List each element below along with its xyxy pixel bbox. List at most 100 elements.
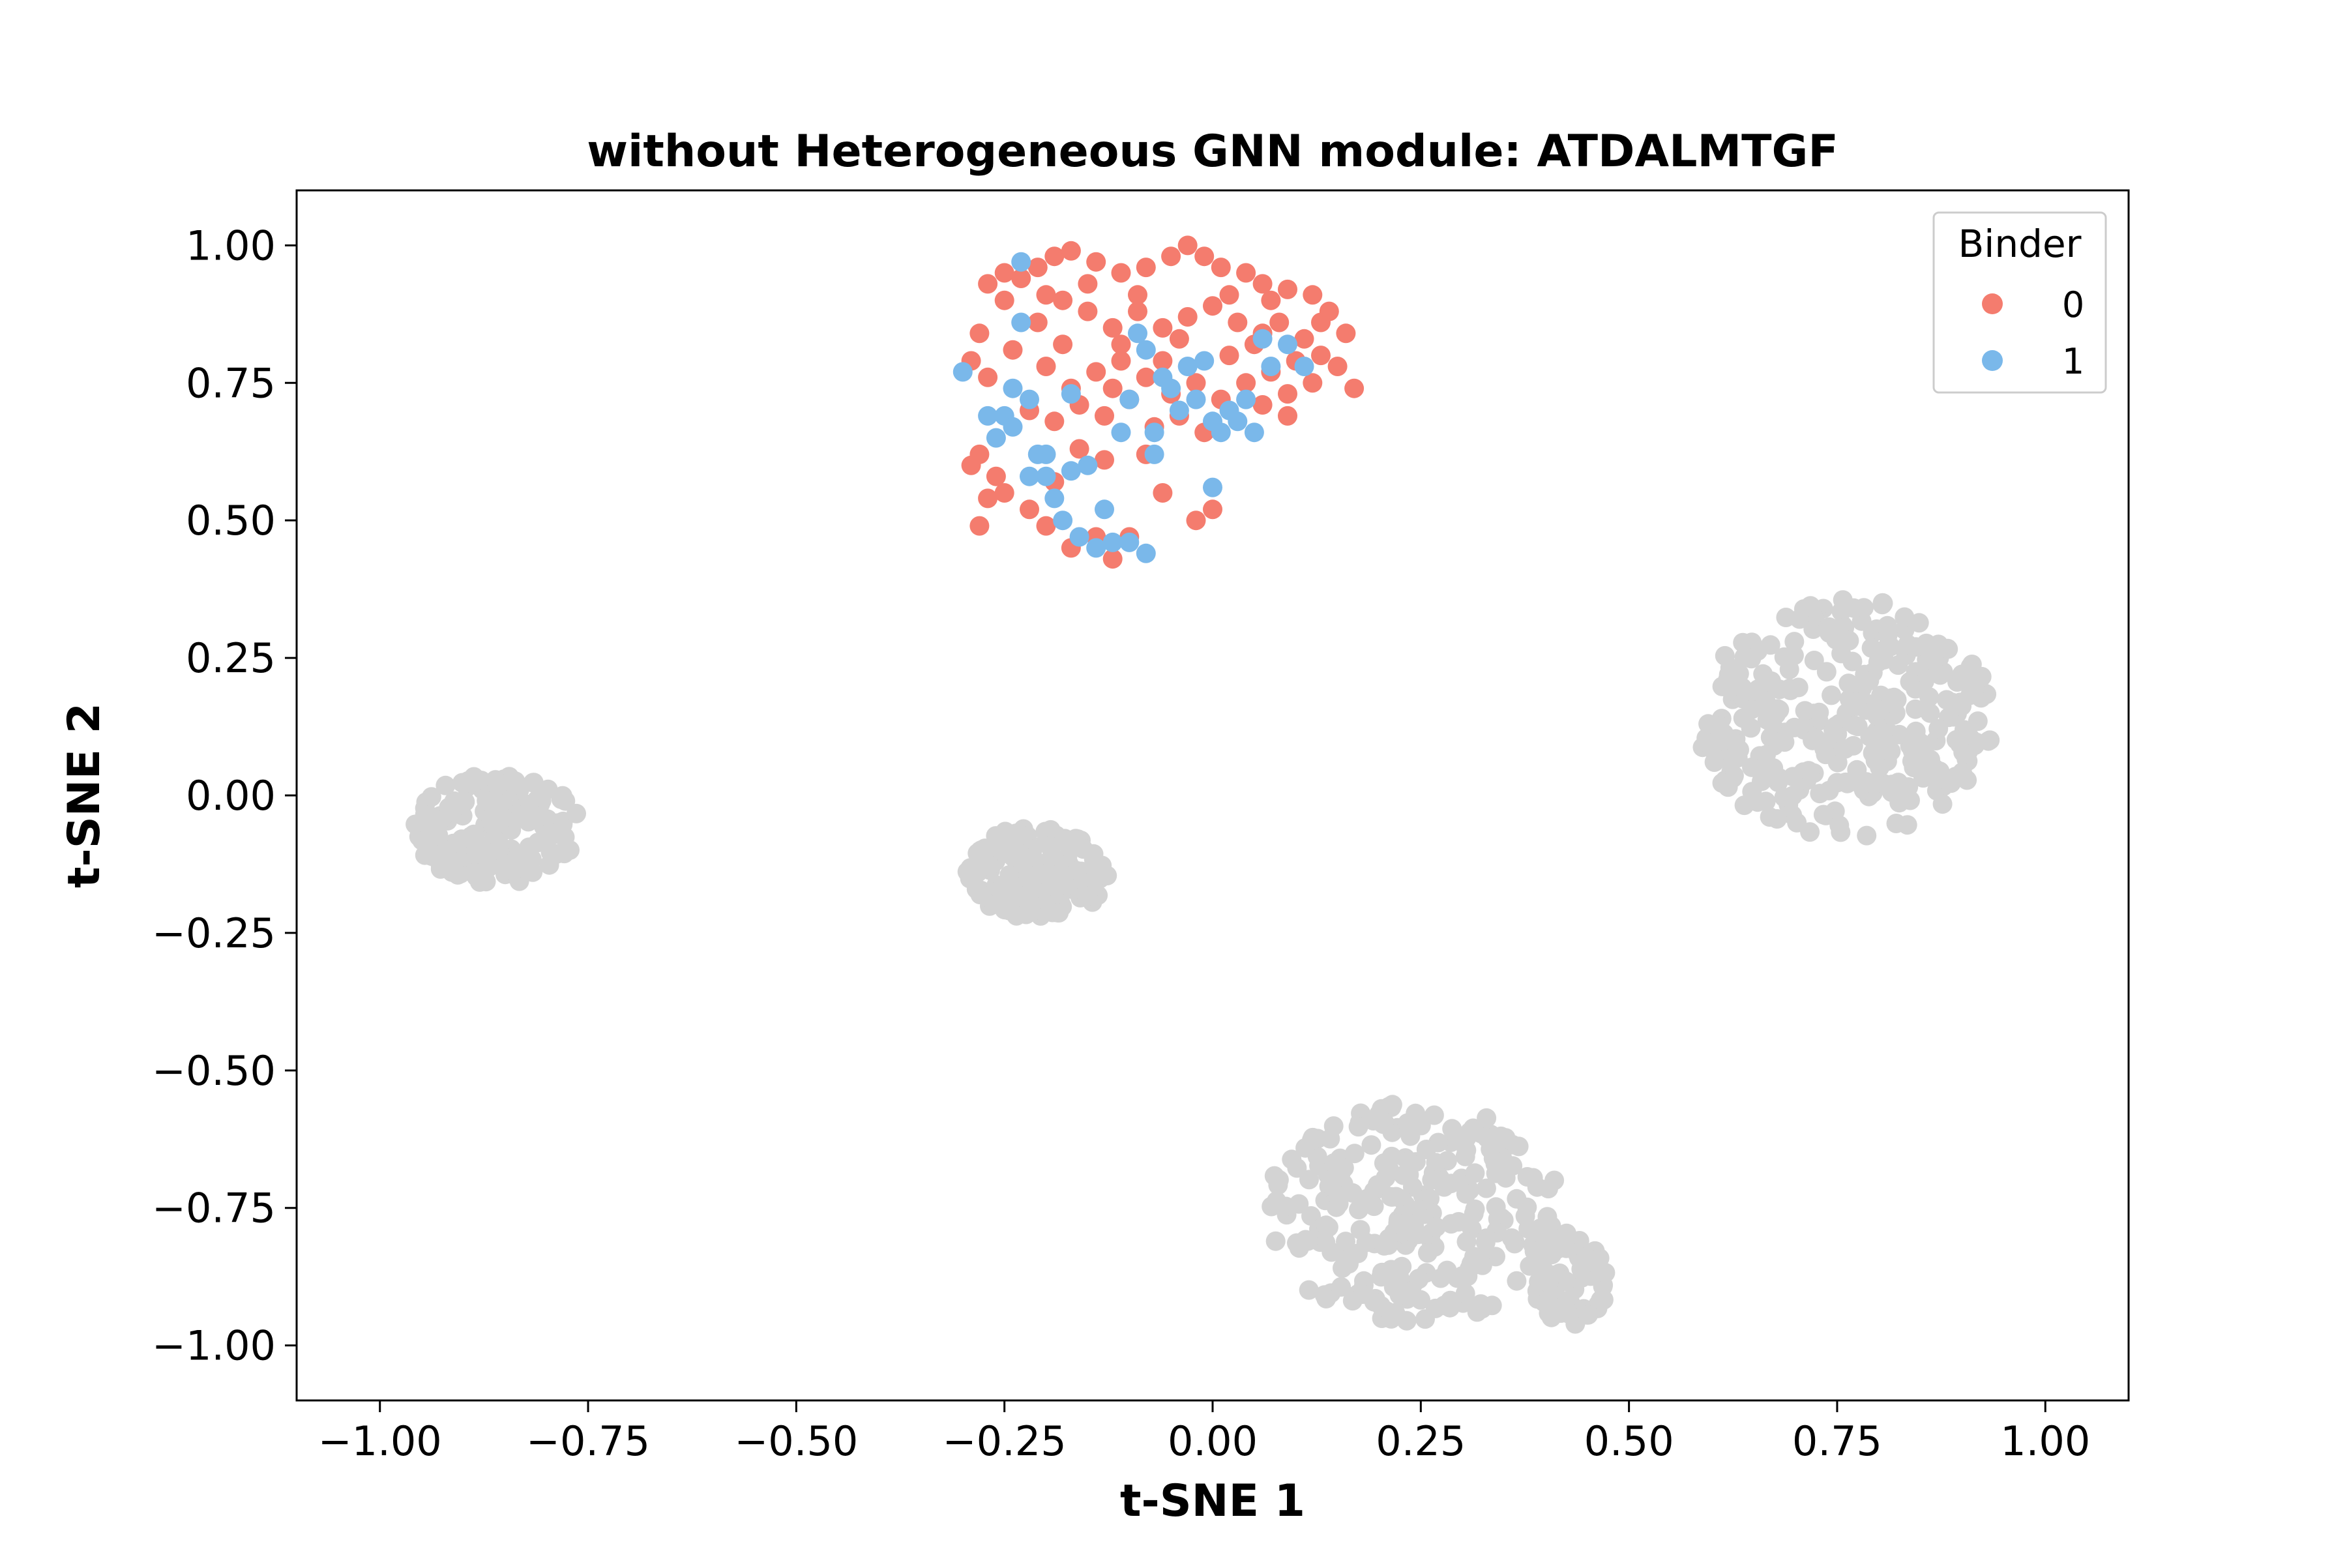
unlabeled-point: [477, 791, 497, 811]
x-tick-label: 0.25: [1376, 1417, 1466, 1465]
binder-1-point: [1102, 532, 1123, 552]
binder-0-point: [1136, 367, 1156, 387]
unlabeled-point: [1422, 1170, 1442, 1190]
binder-0-point: [1153, 483, 1173, 503]
binder-0-point: [1186, 510, 1206, 531]
binder-0-point: [1203, 296, 1222, 316]
binder-1-point: [1252, 329, 1273, 349]
unlabeled-point: [1007, 906, 1027, 926]
binder-0-point: [1252, 395, 1273, 415]
binder-0-point: [986, 466, 1006, 486]
unlabeled-point: [1813, 805, 1833, 825]
unlabeled-point: [1542, 1245, 1562, 1265]
y-tick-label: 0.25: [186, 634, 276, 682]
unlabeled-point: [1769, 767, 1789, 788]
unlabeled-point: [1321, 1176, 1342, 1196]
unlabeled-point: [1810, 784, 1830, 804]
unlabeled-point: [1316, 1215, 1336, 1235]
unlabeled-point: [1083, 870, 1103, 891]
binder-0-point: [1327, 357, 1348, 376]
unlabeled-point: [1409, 1269, 1429, 1289]
unlabeled-point: [1344, 1144, 1365, 1164]
binder-0-point: [1044, 246, 1065, 267]
unlabeled-point: [1411, 1116, 1431, 1136]
unlabeled-point: [1780, 678, 1800, 698]
unlabeled-point: [1320, 1129, 1340, 1149]
binder-0-point: [1136, 258, 1156, 278]
unlabeled-point: [1822, 685, 1842, 705]
unlabeled-point: [418, 812, 438, 832]
binder-1-point: [1128, 323, 1147, 344]
y-axis: −1.00 −0.75 −0.50 −0.25 0.00 0.25 0.50 0.75 1.00: [152, 222, 297, 1370]
unlabeled-point: [1790, 609, 1810, 629]
binder-1-point: [1020, 389, 1039, 409]
unlabeled-point: [1760, 635, 1780, 655]
binder-1-point: [1086, 538, 1106, 558]
x-tick-label: 0.00: [1168, 1417, 1258, 1465]
unlabeled-point: [1720, 658, 1740, 678]
binder-0-point: [1111, 351, 1131, 371]
unlabeled-point: [1456, 1232, 1477, 1252]
unlabeled-point: [1882, 775, 1902, 795]
binder-1-point: [1186, 389, 1206, 409]
binder-1-point: [1119, 532, 1140, 552]
binder-0-point: [1027, 258, 1048, 278]
binder-0-point: [1078, 274, 1098, 294]
binder-0-point: [1278, 279, 1297, 299]
unlabeled-point: [1456, 1184, 1476, 1204]
binder-0-point: [969, 516, 990, 536]
unlabeled-point: [527, 790, 547, 810]
unlabeled-point: [1712, 773, 1732, 793]
unlabeled-point: [1872, 595, 1893, 615]
unlabeled-point: [1842, 651, 1863, 672]
unlabeled-point: [1902, 736, 1923, 756]
unlabeled-point: [1766, 704, 1786, 724]
unlabeled-point: [1458, 1266, 1478, 1286]
binder-0-point: [1128, 301, 1147, 321]
unlabeled-point: [1909, 613, 1929, 633]
unlabeled-point: [1709, 716, 1730, 736]
unlabeled-point: [415, 845, 435, 865]
binder-0-point: [1095, 450, 1114, 470]
binder-0-point: [1011, 269, 1031, 288]
unlabeled-point: [1004, 842, 1024, 863]
binder-1-point: [1211, 422, 1231, 443]
binder-0-point: [1102, 318, 1123, 338]
unlabeled-point: [469, 770, 489, 790]
unlabeled-point: [1733, 632, 1753, 653]
unlabeled-point: [1578, 1305, 1599, 1325]
y-tick-label: 0.00: [186, 772, 276, 820]
unlabeled-point: [1477, 1128, 1497, 1148]
binder-1-point: [1003, 378, 1023, 398]
unlabeled-point: [1722, 675, 1742, 695]
unlabeled-point: [1382, 1187, 1402, 1207]
unlabeled-point: [554, 827, 574, 847]
unlabeled-point: [1862, 773, 1882, 793]
unlabeled-point: [1754, 758, 1774, 778]
unlabeled-point: [547, 844, 567, 864]
unlabeled-point: [1775, 732, 1795, 752]
binder-0-point: [1053, 334, 1073, 355]
binder-1-point: [1044, 488, 1065, 509]
unlabeled-point: [1039, 836, 1059, 856]
binder-1-point: [1053, 510, 1073, 531]
unlabeled-point: [1947, 672, 1967, 692]
unlabeled-point: [1897, 815, 1917, 835]
binder-1-point: [978, 406, 998, 426]
binder-0-point: [1219, 285, 1239, 305]
unlabeled-point: [1544, 1170, 1565, 1191]
unlabeled-point: [1052, 866, 1072, 887]
binder-1-point: [1236, 389, 1256, 409]
binder-1-point: [952, 362, 973, 382]
unlabeled-point: [1379, 1159, 1399, 1179]
binder-0-point: [961, 455, 981, 475]
binder-1-point: [1169, 400, 1189, 421]
unlabeled-point: [1816, 662, 1837, 682]
unlabeled-point: [421, 787, 441, 807]
binder-0-point: [1344, 378, 1365, 398]
binder-0-point: [1036, 285, 1056, 305]
unlabeled-point: [1914, 672, 1934, 691]
y-tick-label: −0.50: [152, 1047, 276, 1095]
binder-0-point: [1036, 357, 1056, 376]
